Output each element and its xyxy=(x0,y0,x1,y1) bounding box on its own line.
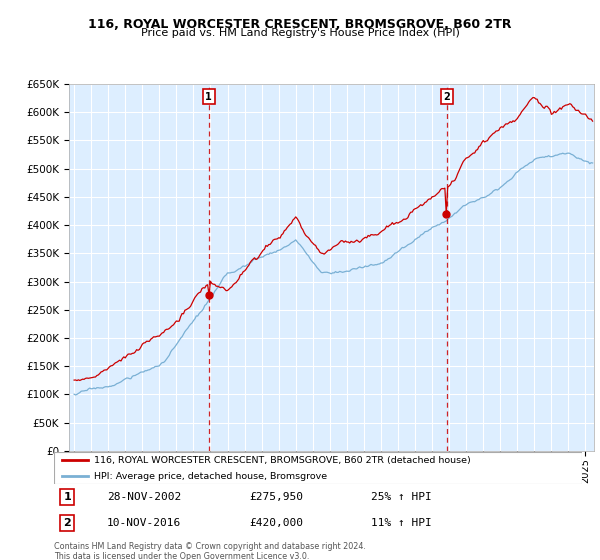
Text: 2: 2 xyxy=(64,518,71,528)
Text: HPI: Average price, detached house, Bromsgrove: HPI: Average price, detached house, Brom… xyxy=(94,472,327,481)
Text: Contains HM Land Registry data © Crown copyright and database right 2024.
This d: Contains HM Land Registry data © Crown c… xyxy=(54,542,366,560)
Text: 11% ↑ HPI: 11% ↑ HPI xyxy=(371,518,431,528)
Text: 116, ROYAL WORCESTER CRESCENT, BROMSGROVE, B60 2TR (detached house): 116, ROYAL WORCESTER CRESCENT, BROMSGROV… xyxy=(94,455,470,465)
Text: 28-NOV-2002: 28-NOV-2002 xyxy=(107,492,181,502)
Text: £275,950: £275,950 xyxy=(250,492,304,502)
Text: 116, ROYAL WORCESTER CRESCENT, BROMSGROVE, B60 2TR: 116, ROYAL WORCESTER CRESCENT, BROMSGROV… xyxy=(88,18,512,31)
Text: Price paid vs. HM Land Registry's House Price Index (HPI): Price paid vs. HM Land Registry's House … xyxy=(140,28,460,38)
Text: £420,000: £420,000 xyxy=(250,518,304,528)
Text: 10-NOV-2016: 10-NOV-2016 xyxy=(107,518,181,528)
Text: 1: 1 xyxy=(64,492,71,502)
Text: 25% ↑ HPI: 25% ↑ HPI xyxy=(371,492,431,502)
Text: 2: 2 xyxy=(443,92,450,102)
Text: 1: 1 xyxy=(205,92,212,102)
